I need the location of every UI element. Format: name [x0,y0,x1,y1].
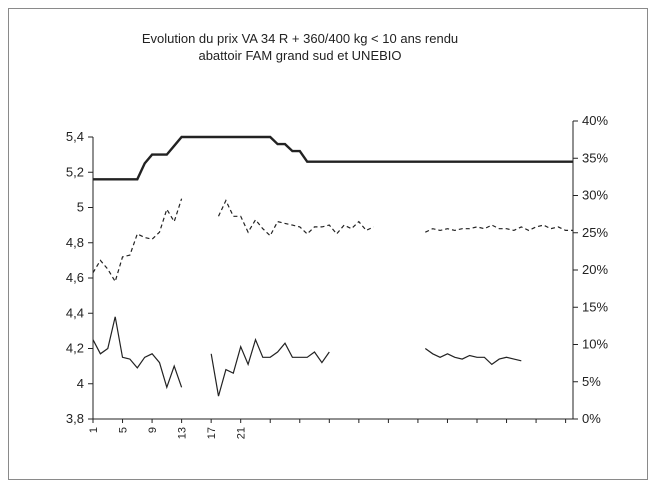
series-2-line [425,224,573,233]
x-tick-label: 21 [236,427,248,439]
right-y-tick-label: 10% [582,337,608,352]
series-2-line [92,198,183,283]
right-y-tick-label: 20% [582,262,608,277]
left-y-tick-label: 4,8 [66,235,84,250]
right-y-tick-label: 15% [582,299,608,314]
series-1-line [93,135,573,181]
x-tick-label: 5 [118,427,130,433]
series-3-line [92,316,183,390]
right-y-tick-label: 0% [582,411,601,426]
right-y-tick-label: 35% [582,150,608,165]
left-y-tick-label: 5 [77,200,84,215]
right-y-tick-label: 40% [582,113,608,128]
left-y-tick-label: 4,2 [66,341,84,356]
series-3-line [210,337,330,397]
right-y-tick-label: 25% [582,225,608,240]
series-3-line [424,348,522,366]
x-tick-label: 1 [88,427,100,433]
chart-frame [8,8,648,480]
chart-title: Evolution du prix VA 34 R + 360/400 kg <… [141,31,459,63]
left-y-tick-label: 4 [77,376,84,391]
x-tick-label: 17 [206,427,218,439]
left-y-tick-label: 5,4 [66,129,84,144]
right-y-tick-label: 5% [582,374,601,389]
x-tick-label: 9 [147,427,159,433]
x-tick-label: 13 [177,427,189,439]
series-2-line [217,199,374,237]
left-y-tick-label: 3,8 [66,411,84,426]
left-y-tick-label: 5,2 [66,164,84,179]
left-y-tick-label: 4,6 [66,270,84,285]
right-y-tick-label: 30% [582,188,608,203]
left-y-tick-label: 4,4 [66,305,84,320]
